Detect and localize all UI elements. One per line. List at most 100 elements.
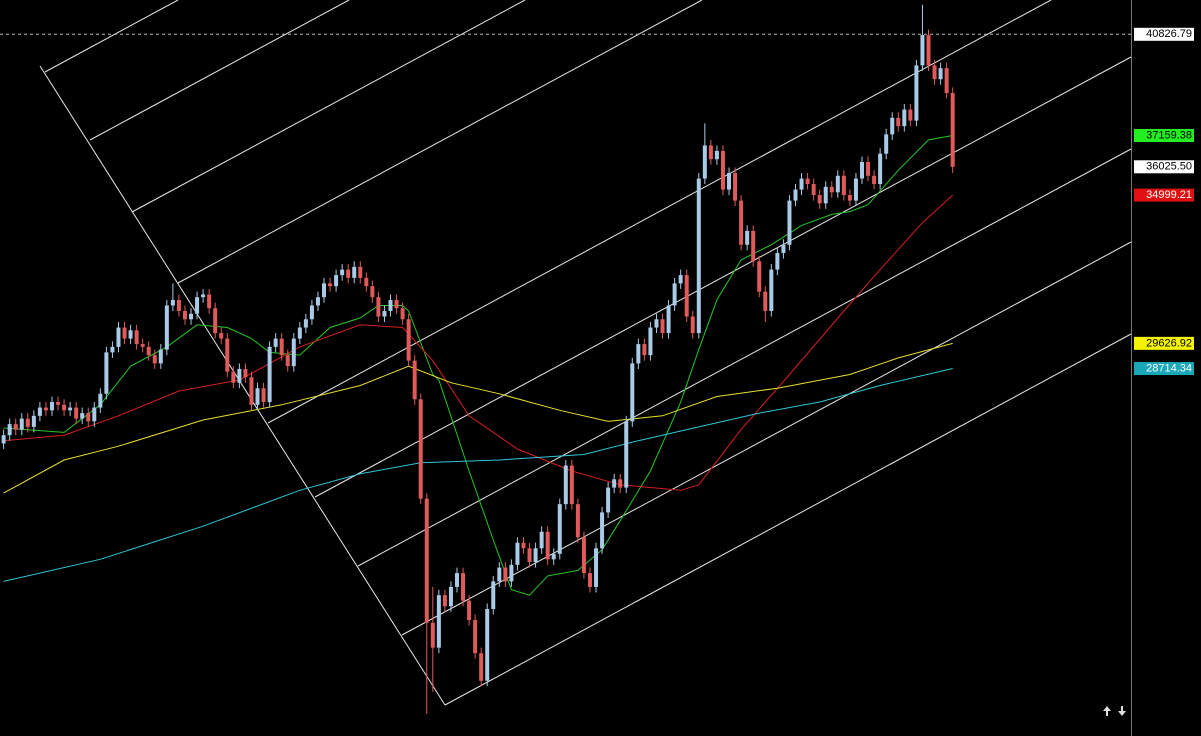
candle-body xyxy=(533,548,538,563)
candle-body xyxy=(152,355,157,364)
candle-body xyxy=(479,653,484,681)
candle-body xyxy=(128,330,133,339)
candle-body xyxy=(207,294,212,309)
candle-body xyxy=(261,388,266,403)
candle-body xyxy=(727,173,732,190)
candles xyxy=(1,4,955,714)
candle-body xyxy=(787,200,792,245)
candle-body xyxy=(303,319,308,328)
price-tag xyxy=(1134,336,1194,350)
candle-body xyxy=(594,548,599,587)
candle-body xyxy=(68,407,73,411)
candle-body xyxy=(412,360,417,400)
candle-body xyxy=(908,109,913,121)
moving-averages xyxy=(3,135,954,596)
candle-body xyxy=(515,542,520,565)
candle-body xyxy=(43,407,48,411)
candle-body xyxy=(872,175,877,185)
crosshair-label: 40826.79 xyxy=(1146,28,1192,40)
candle-body xyxy=(678,275,683,284)
candle-body xyxy=(763,291,768,311)
arrow-up[interactable] xyxy=(1103,706,1111,716)
price-tag-label: 37159.38 xyxy=(1146,129,1192,141)
candle-body xyxy=(557,504,562,554)
candle-body xyxy=(255,388,260,405)
candle-body xyxy=(122,327,127,339)
candle-body xyxy=(866,161,871,176)
candle-body xyxy=(769,269,774,311)
candle-body xyxy=(811,184,816,196)
candle-body xyxy=(878,153,883,185)
candle-body xyxy=(74,407,79,419)
price-tag xyxy=(1134,188,1194,202)
candle-body xyxy=(213,308,218,334)
candle-body xyxy=(62,404,67,411)
candle-body xyxy=(195,297,200,314)
candle-body xyxy=(322,283,327,298)
last-price-tag xyxy=(1134,160,1194,174)
candle-body xyxy=(328,283,333,287)
candle-body xyxy=(140,344,145,347)
candle-body xyxy=(884,134,889,154)
candle-body xyxy=(110,346,115,353)
candle-body xyxy=(273,338,278,347)
candle-body xyxy=(485,609,490,681)
candle-body xyxy=(781,244,786,254)
candle-body xyxy=(448,586,453,607)
candle-body xyxy=(352,266,357,278)
candle-body xyxy=(702,145,707,179)
candle-body xyxy=(346,269,351,278)
candle-body xyxy=(950,92,955,167)
trend-line xyxy=(177,0,703,284)
candle-body xyxy=(575,504,580,538)
candle-body xyxy=(424,498,429,623)
candle-body xyxy=(823,186,828,204)
candle-body xyxy=(799,178,804,190)
candle-body xyxy=(739,200,744,245)
trend-line xyxy=(89,0,350,141)
candle-body xyxy=(25,418,30,427)
arrow-down[interactable] xyxy=(1118,706,1126,716)
trend-line xyxy=(357,148,1132,567)
candle-body xyxy=(926,35,931,66)
trend-line xyxy=(267,0,1052,424)
price-tag xyxy=(1134,362,1194,376)
candle-body xyxy=(225,338,230,372)
price-tag-label: 34999.21 xyxy=(1146,189,1192,201)
candle-body xyxy=(189,313,194,320)
price-tag xyxy=(1134,129,1194,143)
candle-body xyxy=(636,344,641,364)
candle-body xyxy=(370,286,375,298)
moving-average-line xyxy=(3,342,953,494)
moving-average-line xyxy=(3,368,953,582)
candle-body xyxy=(98,393,103,408)
candle-body xyxy=(49,402,54,411)
candle-body xyxy=(56,402,61,405)
candle-body xyxy=(853,178,858,201)
trend-line xyxy=(44,0,179,73)
candle-body xyxy=(503,567,508,582)
moving-average-line xyxy=(3,194,954,491)
candle-body xyxy=(297,327,302,339)
candle-body xyxy=(587,573,592,587)
candle-body xyxy=(890,117,895,135)
candle-body xyxy=(841,175,846,196)
candle-body xyxy=(249,377,254,405)
candle-body xyxy=(400,308,405,320)
candle-body xyxy=(442,595,447,607)
candle-body xyxy=(13,424,18,430)
candle-body xyxy=(757,261,762,292)
candle-body xyxy=(170,299,175,306)
candle-body xyxy=(231,371,236,383)
trend-line xyxy=(401,241,1132,636)
candle-body xyxy=(430,622,435,648)
candle-body xyxy=(334,275,339,287)
scroll-arrows[interactable] xyxy=(1103,706,1126,716)
candle-body xyxy=(31,415,36,427)
candle-body xyxy=(696,178,701,334)
candle-body xyxy=(563,465,568,505)
candle-body xyxy=(745,230,750,245)
price-tag-label: 29626.92 xyxy=(1146,337,1192,349)
candle-body xyxy=(406,319,411,361)
candle-body xyxy=(86,413,91,422)
